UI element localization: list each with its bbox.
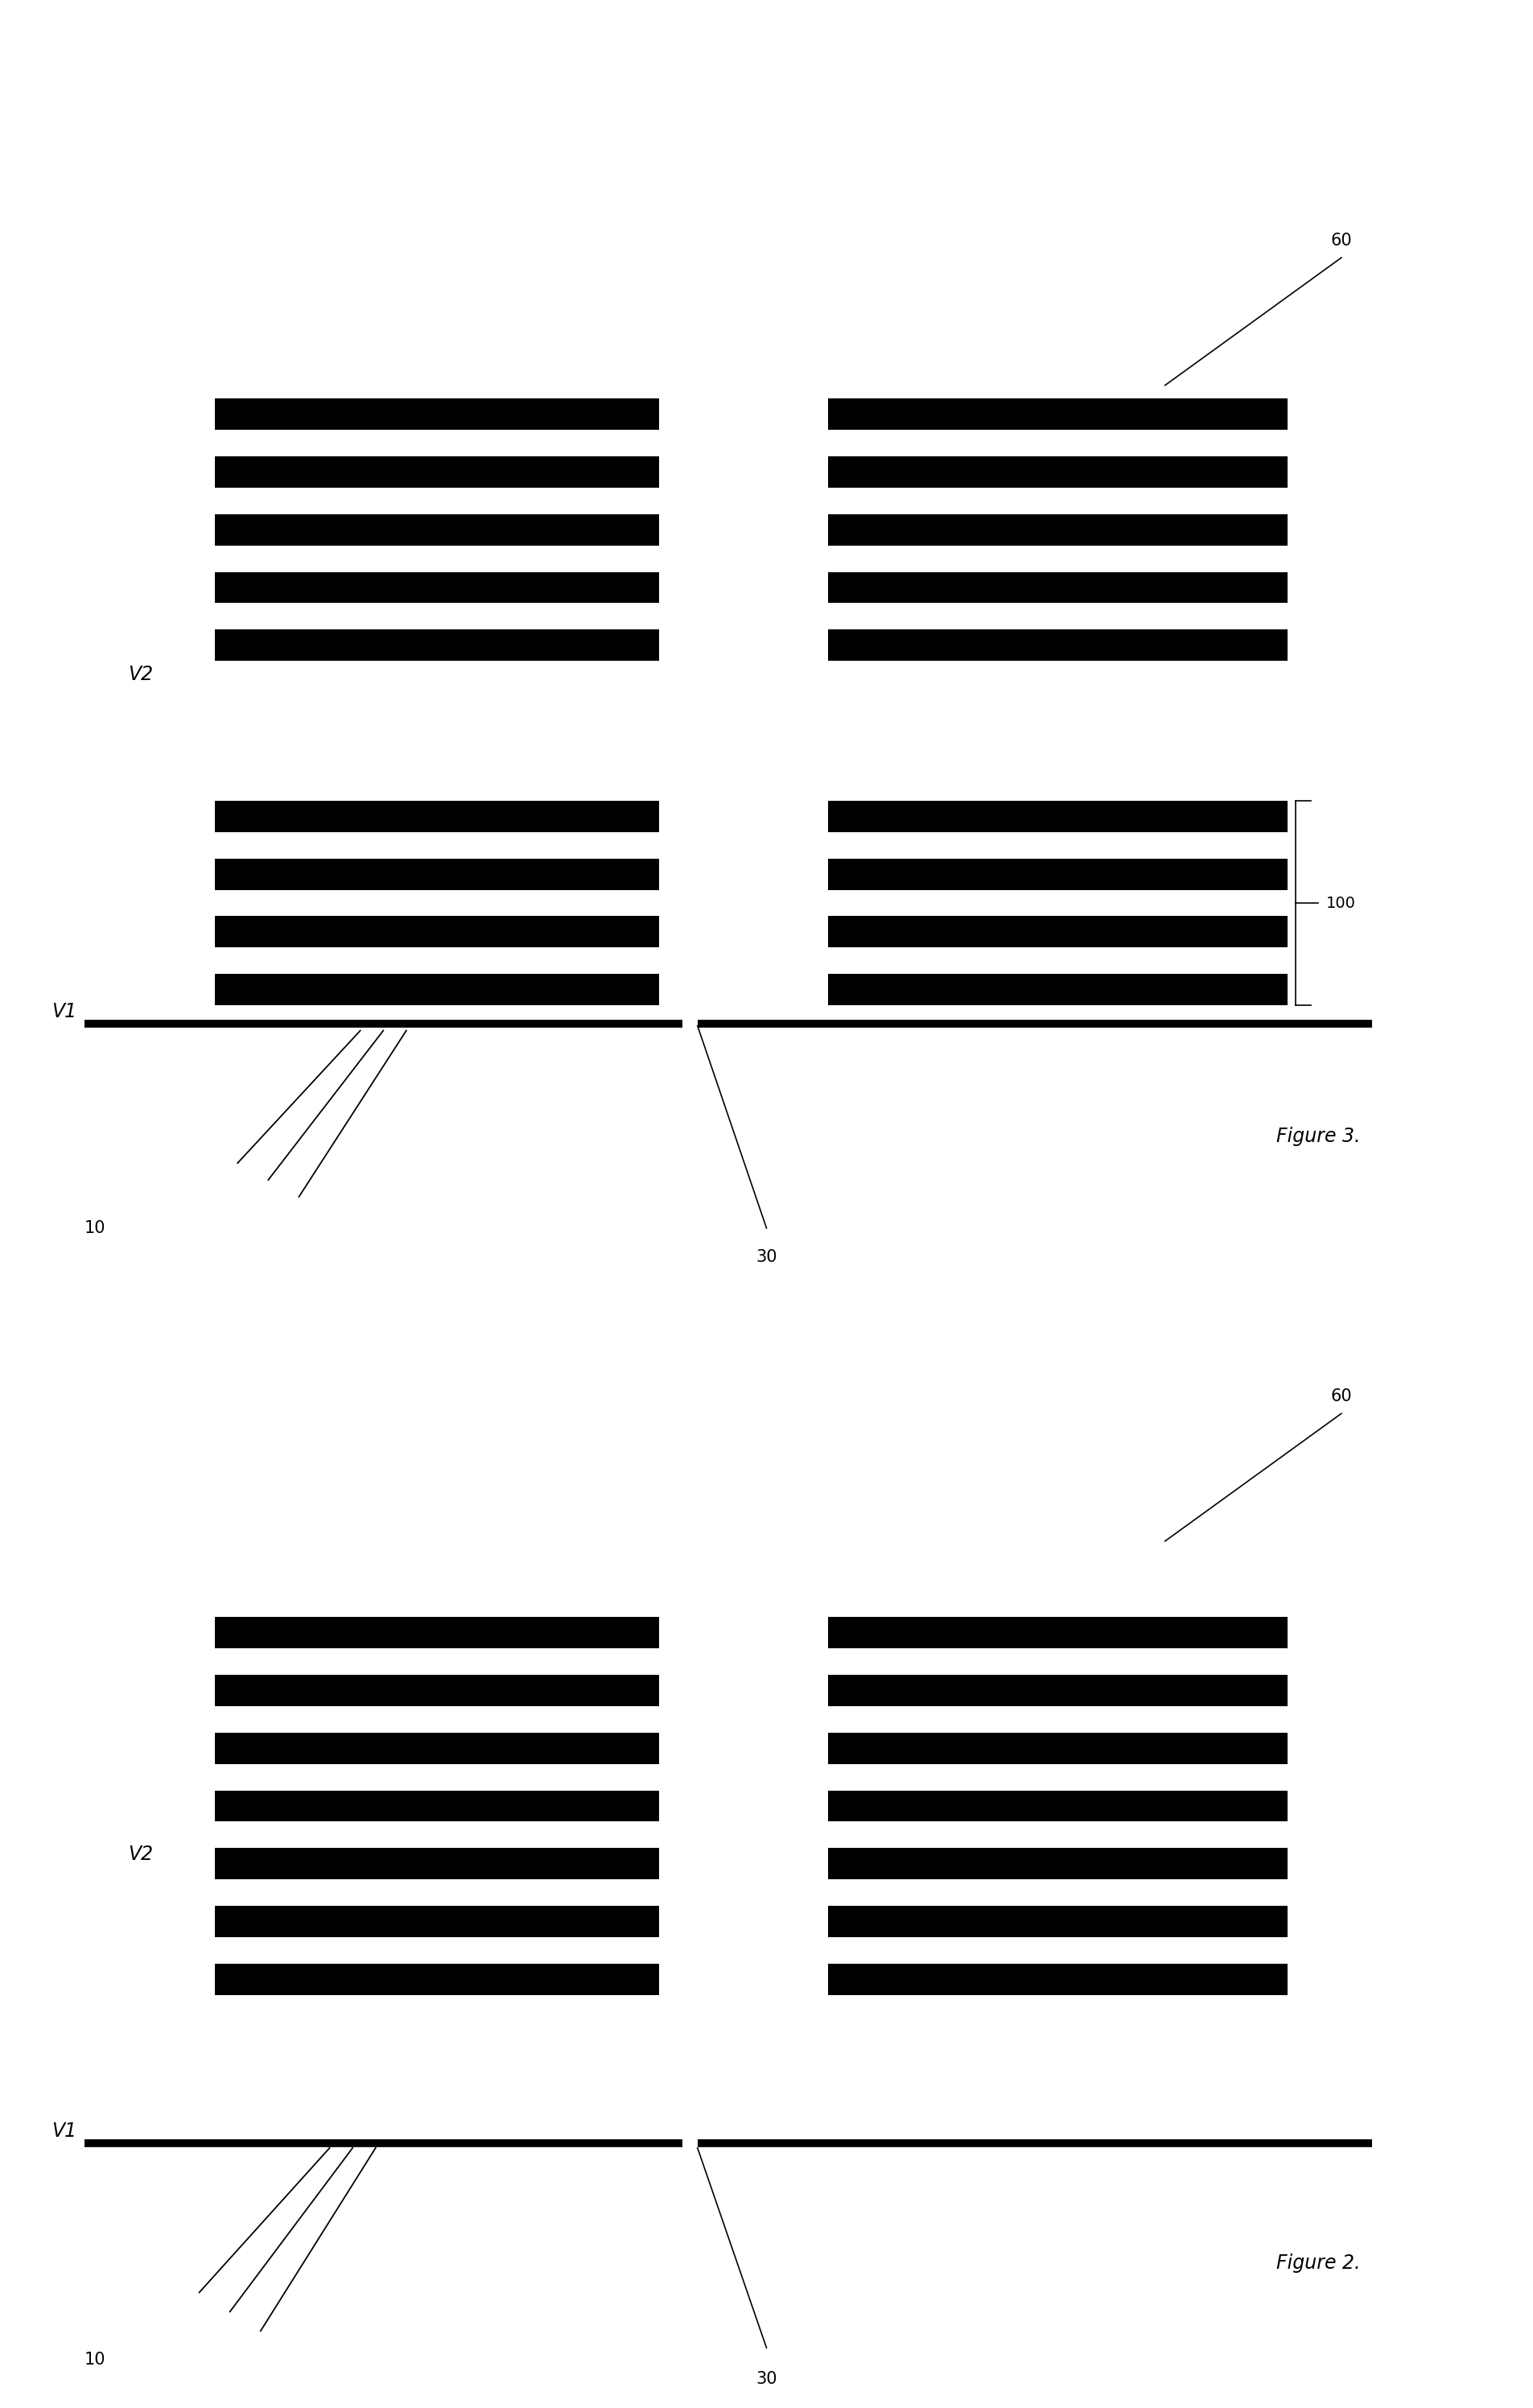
Bar xyxy=(215,1792,659,1820)
Bar xyxy=(828,455,1288,486)
Bar xyxy=(215,1734,659,1763)
Bar xyxy=(215,799,659,831)
Text: 60: 60 xyxy=(1331,234,1352,248)
Bar xyxy=(215,455,659,486)
Bar xyxy=(215,397,659,429)
Bar xyxy=(215,915,659,946)
Bar xyxy=(215,1965,659,1994)
Bar xyxy=(828,973,1288,1007)
Bar xyxy=(828,628,1288,660)
Text: 60: 60 xyxy=(1331,1389,1352,1404)
Text: Figure 2.: Figure 2. xyxy=(1277,2254,1360,2273)
Text: 30: 30 xyxy=(756,2372,777,2386)
Bar xyxy=(828,1907,1288,1936)
Bar xyxy=(215,1907,659,1936)
Bar xyxy=(215,860,659,889)
Bar xyxy=(828,571,1288,602)
Bar xyxy=(828,1618,1288,1647)
Bar xyxy=(828,1849,1288,1878)
Bar xyxy=(828,860,1288,889)
Text: 10: 10 xyxy=(84,2353,106,2367)
Bar xyxy=(215,513,659,544)
Text: V1: V1 xyxy=(52,1002,77,1021)
Bar xyxy=(828,1965,1288,1994)
Bar xyxy=(828,799,1288,831)
Text: V2: V2 xyxy=(129,1845,153,1864)
Bar xyxy=(828,397,1288,429)
Bar xyxy=(215,973,659,1007)
Bar xyxy=(215,571,659,602)
Bar xyxy=(828,1792,1288,1820)
Bar xyxy=(215,1849,659,1878)
Bar xyxy=(215,628,659,660)
Text: 100: 100 xyxy=(1326,896,1355,910)
Bar xyxy=(828,1734,1288,1763)
Bar xyxy=(215,1618,659,1647)
Bar xyxy=(828,915,1288,946)
Bar xyxy=(215,1676,659,1707)
Text: Figure 3.: Figure 3. xyxy=(1277,1127,1360,1146)
Text: 10: 10 xyxy=(84,1221,106,1235)
Bar xyxy=(828,1676,1288,1707)
Text: V1: V1 xyxy=(52,2121,77,2141)
Bar xyxy=(828,513,1288,544)
Text: V2: V2 xyxy=(129,665,153,684)
Text: 30: 30 xyxy=(756,1250,777,1264)
